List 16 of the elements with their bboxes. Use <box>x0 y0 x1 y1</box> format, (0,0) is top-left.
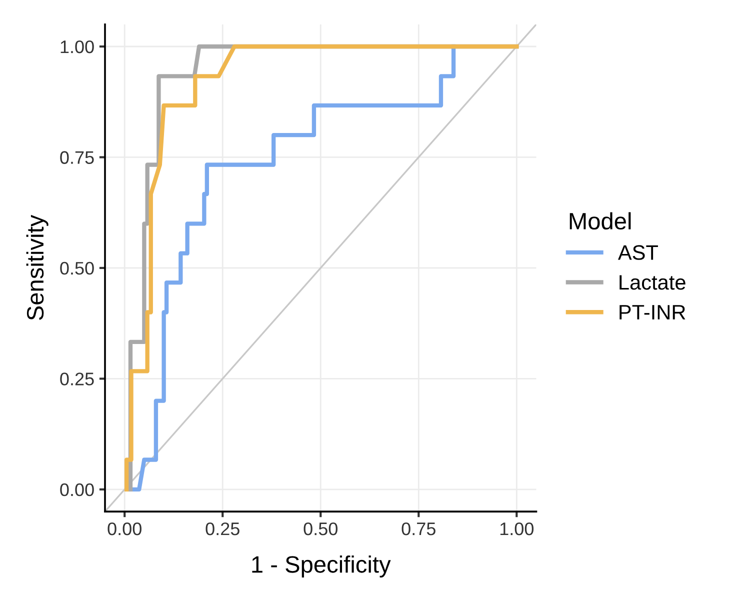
x-tick-label: 0.75 <box>402 522 436 536</box>
x-tick-label: 0.25 <box>206 522 240 536</box>
x-tick-label: 1.00 <box>500 522 534 536</box>
y-tick-label: 0.00 <box>60 483 94 496</box>
legend-label: AST <box>618 245 658 260</box>
y-tick-label: 0.50 <box>60 262 94 275</box>
legend-label: Lactate <box>620 275 686 290</box>
legend-title: Model <box>570 212 631 230</box>
y-tick-label: 1.00 <box>60 40 94 54</box>
x-tick-label: 0.50 <box>304 522 338 536</box>
x-axis-title: 1 - Specificity <box>252 555 391 578</box>
y-axis-title: Sensitivity <box>26 214 48 320</box>
y-tick-label: 0.75 <box>60 151 94 164</box>
legend-label: PT-INR <box>620 305 686 320</box>
y-tick-label: 0.25 <box>60 372 94 386</box>
x-tick-label: 0.00 <box>108 522 142 536</box>
